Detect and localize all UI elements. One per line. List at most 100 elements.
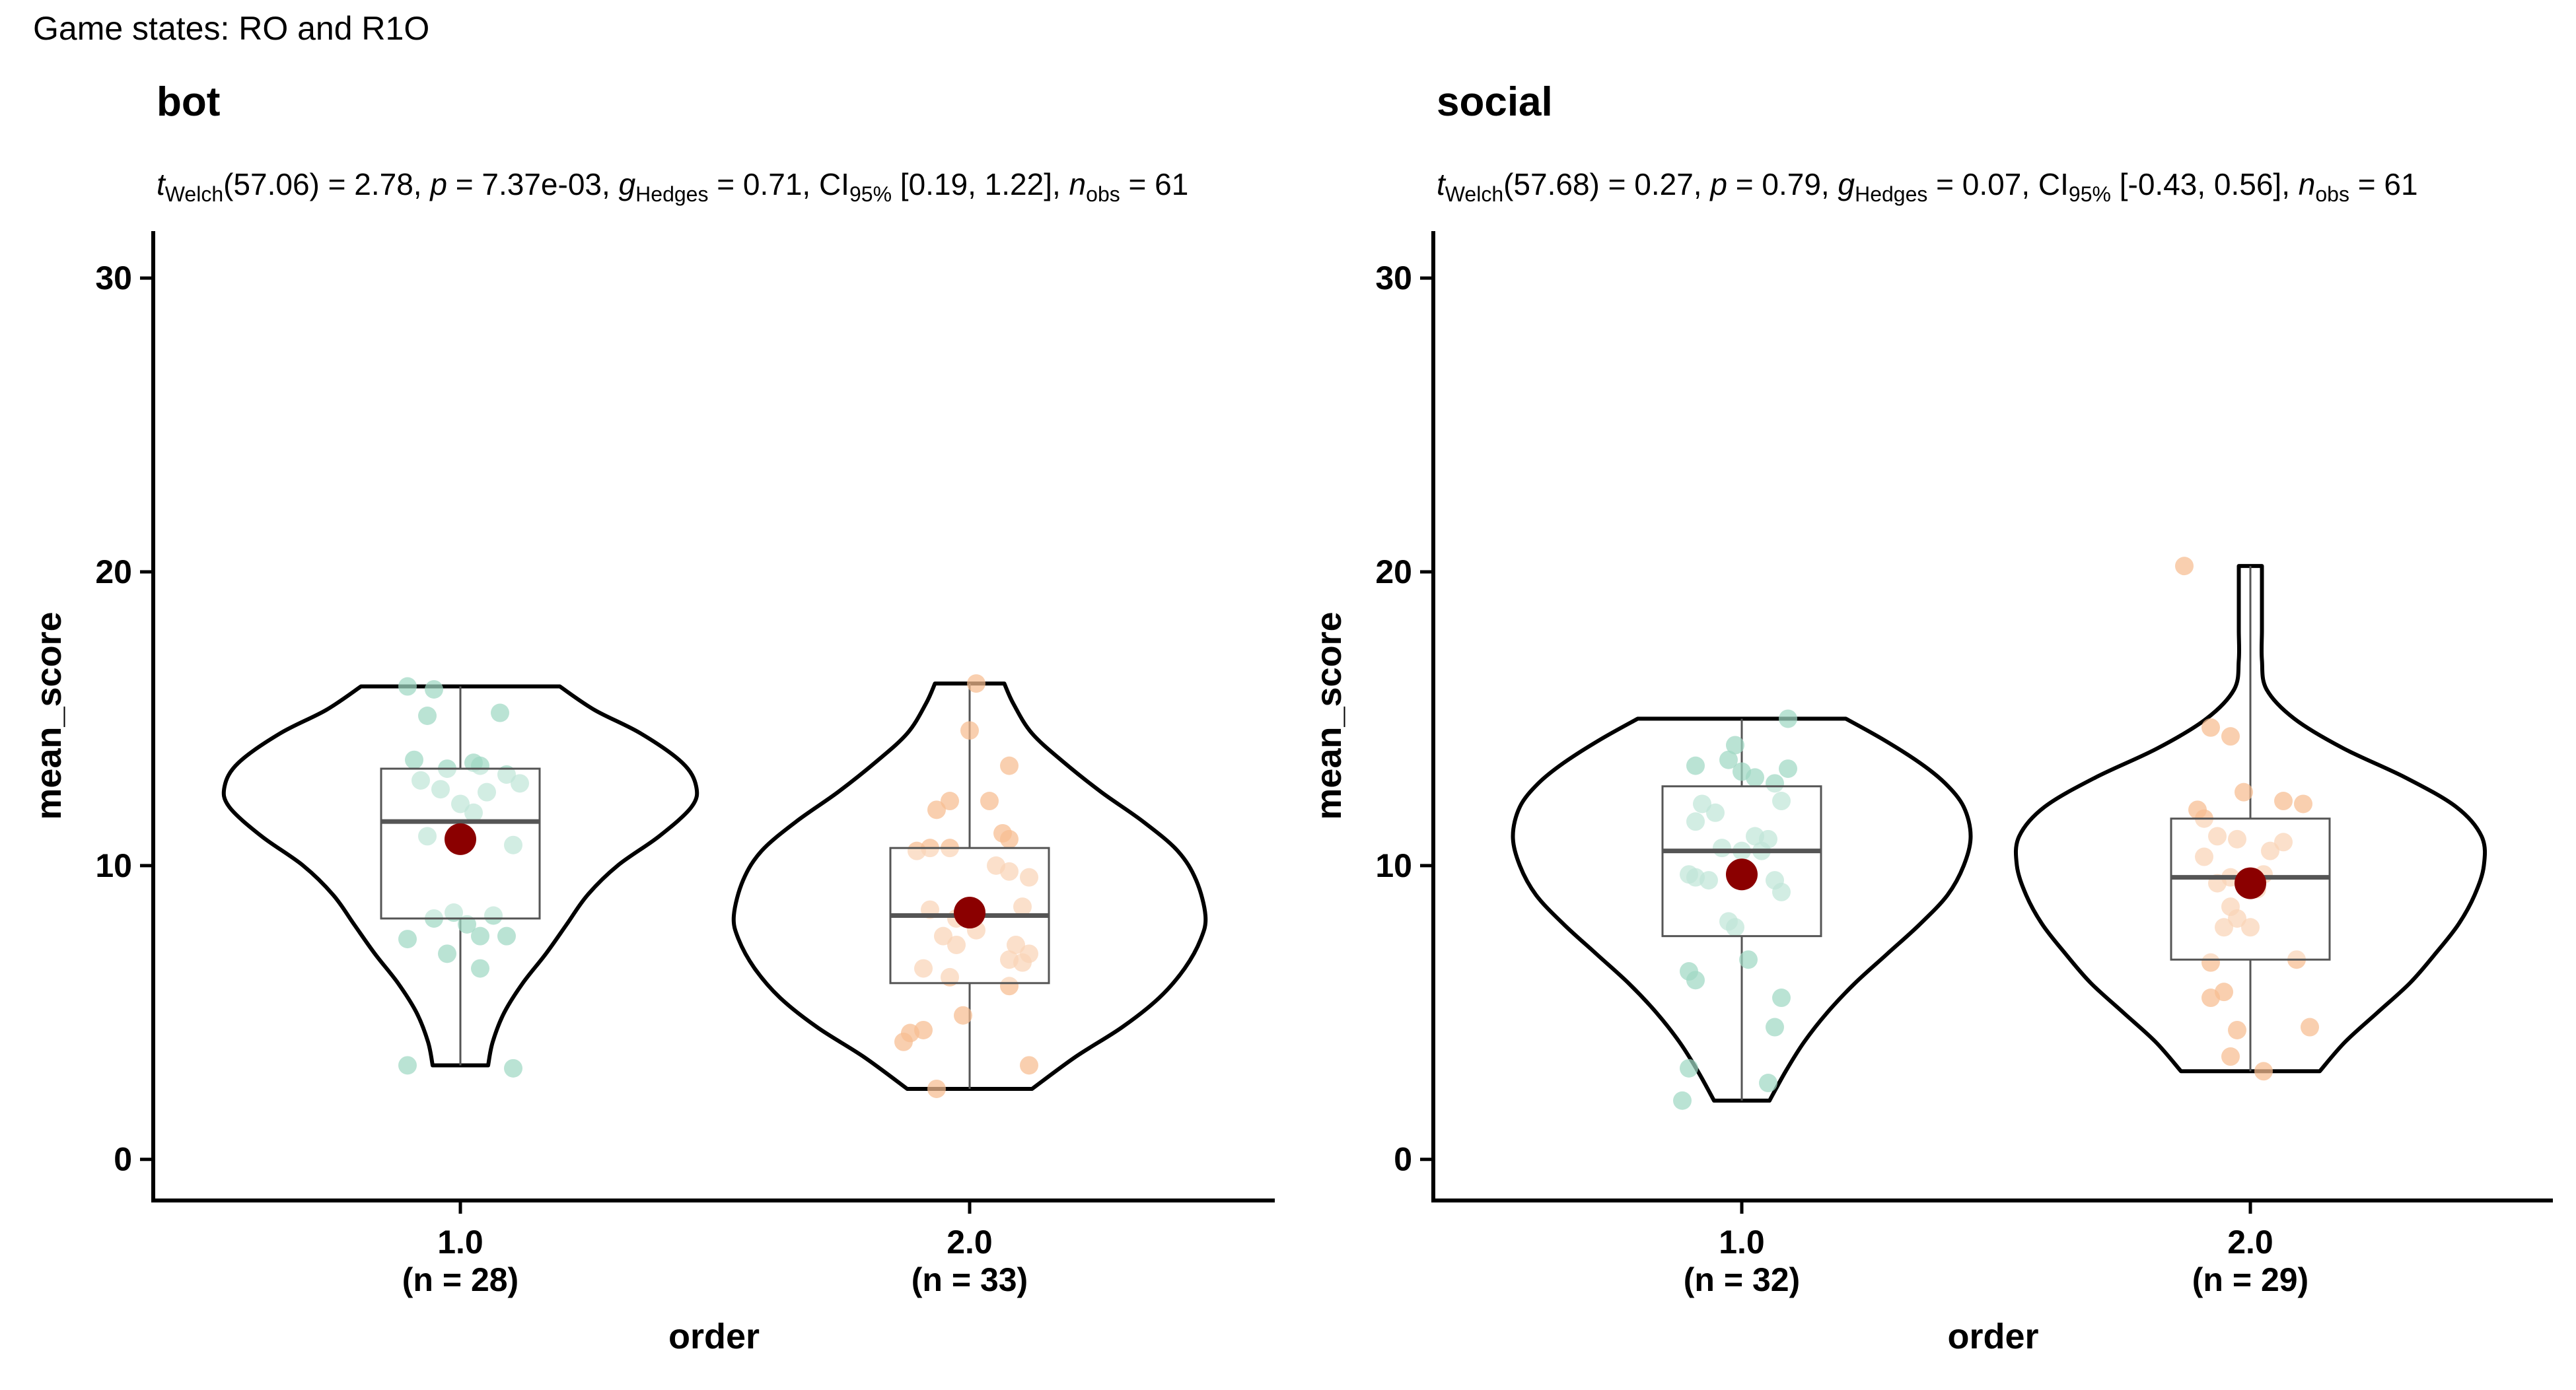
data-point (1013, 897, 1032, 917)
stats-fragment: (57.06) = 2.78, (223, 167, 430, 201)
stats-fragment: Hedges (1855, 182, 1927, 206)
data-point (1772, 989, 1791, 1008)
stats-fragment: g (1838, 167, 1855, 201)
stats-fragment: 95% (849, 182, 892, 206)
stats-fragment: [-0.43, 0.56], (2111, 167, 2299, 201)
data-point (504, 1059, 522, 1078)
data-point (2294, 794, 2312, 814)
x-tick-n-label: (n = 33) (912, 1261, 1028, 1298)
violin-outline (1511, 716, 1973, 1103)
stats-fragment: n (1069, 167, 1087, 201)
stats-fragment: = 61 (1120, 167, 1189, 201)
data-point (2221, 1047, 2240, 1066)
stats-fragment: obs (1086, 182, 1120, 206)
data-point (445, 903, 463, 922)
x-tick-label: 2.0 (2227, 1224, 2273, 1261)
data-point (934, 926, 952, 946)
chart-panel-bot: bot tWelch(57.06) = 2.78, p = 7.37e-03, g… (29, 79, 1275, 1356)
data-point (2274, 792, 2293, 811)
data-point (405, 750, 423, 769)
stats-fragment: Welch (165, 182, 223, 206)
data-point (2201, 989, 2220, 1008)
violin-outline (731, 681, 1208, 1091)
stats-fragment: t (157, 167, 166, 201)
data-point (484, 906, 503, 925)
data-point (1706, 803, 1725, 822)
data-point (504, 835, 522, 854)
data-point (418, 827, 437, 846)
data-point (471, 926, 489, 946)
y-tick-label: 30 (95, 260, 132, 296)
data-point (1686, 971, 1705, 990)
data-point (1007, 935, 1025, 954)
data-point (2254, 1062, 2273, 1081)
data-point (2235, 782, 2253, 802)
data-point (418, 707, 437, 725)
stats-fragment: = 0.79, (1727, 167, 1838, 201)
data-point (1686, 812, 1705, 831)
stats-fragment: 95% (2069, 182, 2111, 206)
data-point (941, 792, 959, 811)
data-point (1000, 977, 1019, 996)
x-tick-n-label: (n = 32) (1684, 1261, 1800, 1298)
mean-marker (954, 897, 985, 929)
data-point (1726, 918, 1744, 937)
data-point (1699, 871, 1718, 890)
data-point (967, 674, 985, 693)
category-group: 2.0(n = 33) (731, 674, 1208, 1298)
data-point (1020, 1056, 1038, 1075)
data-point (980, 792, 999, 811)
data-point (927, 800, 946, 819)
stats-fragment: p (1709, 167, 1727, 201)
data-point (478, 782, 496, 802)
data-point (471, 959, 489, 978)
data-point (1759, 1074, 1777, 1093)
data-point (2195, 847, 2213, 866)
stats-fragment: (57.68) = 0.27, (1503, 167, 1710, 201)
y-axis-title: mean_score (29, 611, 69, 819)
y-tick-label: 10 (95, 847, 132, 884)
data-point (2228, 829, 2246, 849)
data-point (438, 944, 456, 963)
data-point (1739, 950, 1758, 969)
data-point (2208, 827, 2227, 846)
stats-fragment: [0.19, 1.22], (892, 167, 1069, 201)
y-tick-label: 20 (95, 553, 132, 590)
x-tick-label: 1.0 (1719, 1224, 1765, 1261)
stats-fragment: g (619, 167, 636, 201)
mean-marker (445, 823, 476, 855)
panel-title: bot (157, 79, 220, 125)
data-point (2301, 1018, 2319, 1037)
data-point (960, 721, 979, 740)
data-point (458, 915, 476, 934)
data-point (1000, 950, 1019, 969)
data-point (1000, 756, 1019, 775)
data-point (1779, 709, 1797, 728)
x-axis-title: order (1947, 1317, 2038, 1356)
data-point (1000, 829, 1019, 849)
violin-outline (221, 684, 699, 1068)
y-axis-title: mean_score (1309, 611, 1349, 819)
stats-fragment: n (2299, 167, 2316, 201)
data-point (471, 756, 489, 775)
stats-fragment: = 61 (2349, 167, 2418, 201)
data-point (1746, 768, 1764, 787)
data-point (1779, 759, 1797, 779)
figure-suptitle: Game states: RO and R1O (33, 10, 429, 47)
stats-fragment: Welch (1445, 182, 1503, 206)
data-point (1726, 736, 1744, 755)
stats-fragment: = 0.07, CI (1927, 167, 2069, 201)
data-point (425, 679, 443, 699)
data-point (2215, 918, 2233, 937)
stats-fragment: obs (2315, 182, 2349, 206)
data-point (2241, 918, 2260, 937)
data-point (497, 926, 516, 946)
data-point (2274, 833, 2293, 852)
data-point (914, 959, 933, 978)
data-point (1772, 882, 1791, 901)
data-point (2201, 718, 2220, 737)
data-point (451, 794, 470, 814)
x-axis-title: order (668, 1317, 760, 1356)
data-point (1759, 829, 1777, 849)
